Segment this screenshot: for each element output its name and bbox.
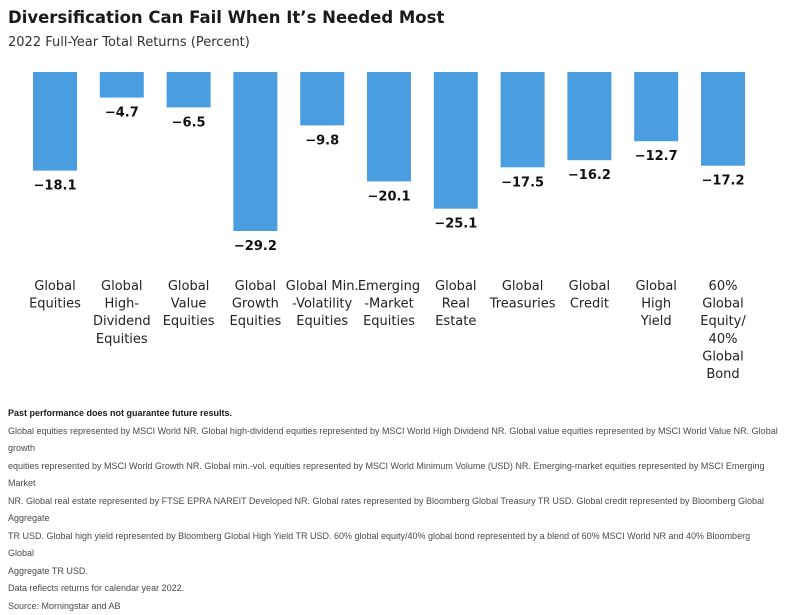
bar (501, 72, 545, 167)
performance-disclaimer: Past performance does not guarantee futu… (8, 405, 778, 423)
data-label: −25.1 (434, 217, 477, 232)
data-label: −4.7 (105, 106, 139, 121)
bar (233, 72, 277, 231)
bar (367, 72, 411, 181)
bar (167, 72, 211, 107)
footnote-line: Global equities represented by MSCI Worl… (8, 423, 778, 458)
data-label: −16.2 (568, 168, 611, 183)
data-label: −9.8 (305, 133, 339, 148)
data-label: −17.2 (702, 174, 745, 189)
data-label: −29.2 (234, 239, 277, 254)
footnote-line: TR USD. Global high yield represented by… (8, 528, 778, 563)
footnote-line: Aggregate TR USD. (8, 563, 778, 581)
source-note: Source: Morningstar and AB (8, 598, 778, 615)
footnote-line: NR. Global real estate represented by FT… (8, 493, 778, 528)
data-note: Data reflects returns for calendar year … (8, 580, 778, 598)
footnote-line: equities represented by MSCI World Growt… (8, 458, 778, 493)
data-label: −18.1 (34, 179, 77, 194)
data-label: −6.5 (172, 115, 206, 130)
bar (634, 72, 678, 141)
bar (100, 72, 144, 98)
bar (701, 72, 745, 166)
bar (300, 72, 344, 125)
data-label: −12.7 (635, 149, 678, 164)
data-label: −17.5 (501, 175, 544, 190)
bar (434, 72, 478, 209)
bar (567, 72, 611, 160)
bar (33, 72, 77, 171)
footnotes: Past performance does not guarantee futu… (8, 405, 778, 615)
data-label: −20.1 (368, 189, 411, 204)
